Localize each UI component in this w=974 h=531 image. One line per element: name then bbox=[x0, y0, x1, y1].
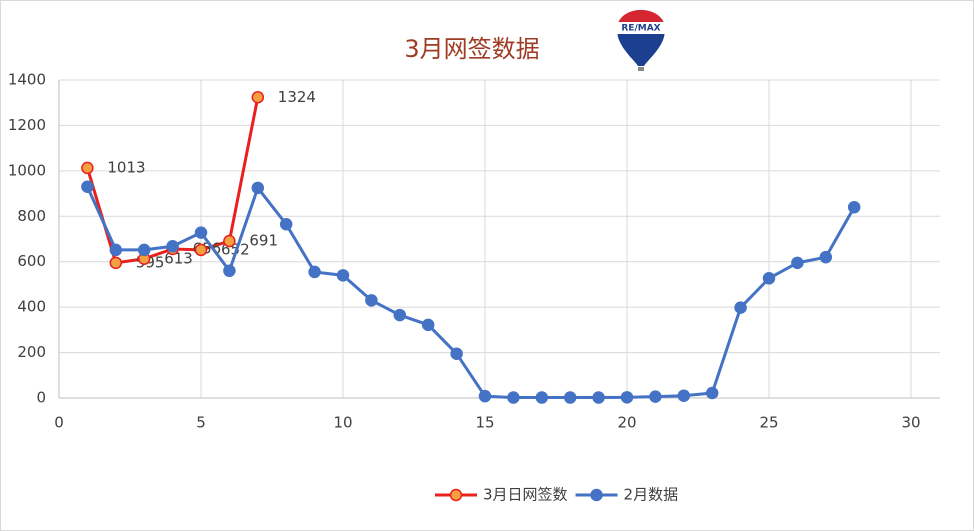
y-tick-label: 400 bbox=[17, 298, 46, 316]
data-point bbox=[137, 243, 151, 257]
data-point bbox=[620, 391, 634, 404]
x-tick-label: 20 bbox=[617, 414, 636, 432]
logo-band bbox=[617, 22, 665, 34]
data-point bbox=[365, 294, 378, 307]
data-point bbox=[649, 390, 662, 403]
data-point bbox=[847, 200, 861, 214]
y-tick-label: 1200 bbox=[8, 116, 46, 134]
data-point bbox=[563, 391, 577, 404]
data-point bbox=[279, 217, 293, 231]
logo-basket bbox=[638, 67, 644, 71]
y-tick-label: 1400 bbox=[8, 71, 46, 89]
data-label: 1324 bbox=[278, 88, 316, 106]
data-point bbox=[194, 226, 208, 239]
x-tick-label: 25 bbox=[759, 414, 778, 432]
logo-text: RE/MAX bbox=[621, 24, 660, 34]
data-point bbox=[734, 301, 747, 314]
legend-label: 3月日网签数 bbox=[483, 486, 568, 504]
data-point bbox=[336, 269, 350, 282]
data-point bbox=[81, 180, 94, 194]
data-point bbox=[251, 91, 265, 104]
data-point bbox=[535, 391, 549, 404]
y-tick-label: 0 bbox=[36, 389, 46, 407]
data-point bbox=[223, 264, 236, 278]
data-point bbox=[421, 318, 435, 332]
x-tick-label: 5 bbox=[196, 414, 206, 432]
data-point bbox=[791, 256, 804, 270]
data-point bbox=[251, 181, 265, 195]
y-tick-label: 600 bbox=[17, 252, 46, 270]
x-tick-label: 10 bbox=[333, 414, 352, 432]
chart-title: 3月网签数据 bbox=[404, 35, 539, 63]
x-tick-label: 30 bbox=[901, 414, 920, 432]
data-point bbox=[81, 161, 94, 175]
data-point bbox=[308, 265, 321, 279]
logo: RE/MAX bbox=[617, 10, 665, 71]
y-tick-label: 200 bbox=[17, 343, 46, 361]
x-tick-label: 0 bbox=[54, 414, 64, 432]
data-point bbox=[762, 272, 776, 285]
data-point bbox=[223, 234, 236, 248]
legend-marker bbox=[590, 488, 603, 502]
data-point bbox=[393, 308, 407, 322]
y-tick-label: 1000 bbox=[8, 161, 46, 179]
data-point bbox=[478, 389, 492, 403]
x-tick-label: 15 bbox=[475, 414, 494, 432]
legend-label: 2月数据 bbox=[624, 486, 679, 504]
data-point bbox=[109, 243, 123, 257]
data-point bbox=[507, 391, 520, 404]
data-point bbox=[450, 347, 463, 360]
data-point bbox=[166, 240, 179, 253]
series-line bbox=[86, 184, 856, 400]
y-tick-label: 800 bbox=[17, 207, 46, 225]
data-point bbox=[592, 391, 605, 404]
data-label: 1013 bbox=[107, 158, 145, 176]
data-point bbox=[819, 250, 833, 264]
data-point bbox=[677, 389, 691, 402]
data-label: 691 bbox=[249, 232, 278, 250]
data-point bbox=[194, 243, 208, 257]
legend-marker bbox=[449, 488, 463, 502]
data-point bbox=[705, 386, 719, 400]
data-point bbox=[109, 256, 123, 270]
